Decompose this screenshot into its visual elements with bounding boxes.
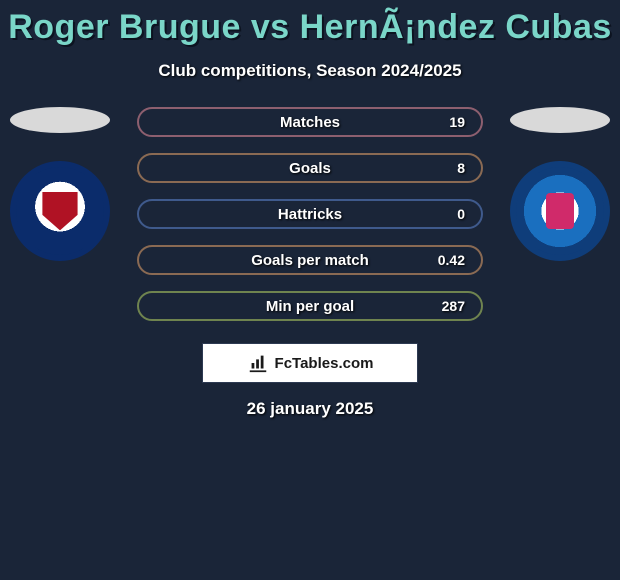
stat-bar: Hattricks 0 [137,199,483,229]
stats-bars: Matches 19 Goals 8 Hattricks 0 Goals per match… [137,107,483,321]
subtitle: Club competitions, Season 2024/2025 [0,61,620,81]
player-left-ellipse [10,107,110,133]
stat-value-right: 0 [457,206,465,222]
stat-label: Matches [280,114,340,131]
comparison-panel: Matches 19 Goals 8 Hattricks 0 Goals per match… [0,107,620,419]
stat-label: Goals per match [251,252,369,269]
stat-bar: Matches 19 [137,107,483,137]
stat-bar: Goals per match 0.42 [137,245,483,275]
stat-value-right: 8 [457,160,465,176]
stat-value-right: 0.42 [438,252,465,268]
stat-value-right: 19 [449,114,465,130]
brand-chart-icon [247,352,269,374]
stat-label: Hattricks [278,206,342,223]
brand-text: FcTables.com [275,355,374,372]
stat-bar: Goals 8 [137,153,483,183]
stat-label: Min per goal [266,298,354,315]
page-title: Roger Brugue vs HernÃ¡ndez Cubas [0,0,620,47]
club-badge-left [10,161,110,261]
club-badge-right [510,161,610,261]
stat-bar: Min per goal 287 [137,291,483,321]
stat-value-right: 287 [442,298,465,314]
stat-label: Goals [289,160,331,177]
date-text: 26 january 2025 [0,399,620,419]
brand-box: FcTables.com [202,343,418,383]
player-right-ellipse [510,107,610,133]
